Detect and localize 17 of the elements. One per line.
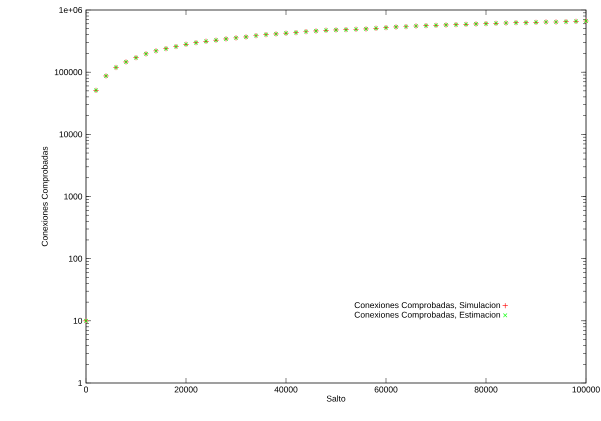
x-tick-label: 20000: [174, 386, 198, 393]
x-tick-label: 60000: [374, 386, 398, 393]
y-tick-label: 1: [78, 380, 82, 386]
x-tick-label: 40000: [274, 386, 298, 393]
y-tick-label: 100: [68, 256, 82, 262]
x-tick-label: 80000: [474, 386, 498, 393]
legend-label: Conexiones Comprobadas, Estimacion: [354, 312, 500, 320]
y-tick-label: 1000: [64, 194, 82, 200]
legend-label: Conexiones Comprobadas, Simulacion: [354, 302, 500, 310]
y-tick-label: 10: [74, 318, 82, 324]
y-tick-label: 100000: [54, 69, 82, 76]
x-tick-label: 100000: [572, 386, 600, 393]
y-tick-label: 10000: [60, 131, 82, 138]
y-axis-title: Conexiones Comprobadas: [41, 146, 50, 246]
x-tick-label: 0: [84, 386, 88, 393]
y-tick-label: 1e+06: [59, 7, 82, 13]
x-axis-title: Salto: [326, 395, 346, 402]
